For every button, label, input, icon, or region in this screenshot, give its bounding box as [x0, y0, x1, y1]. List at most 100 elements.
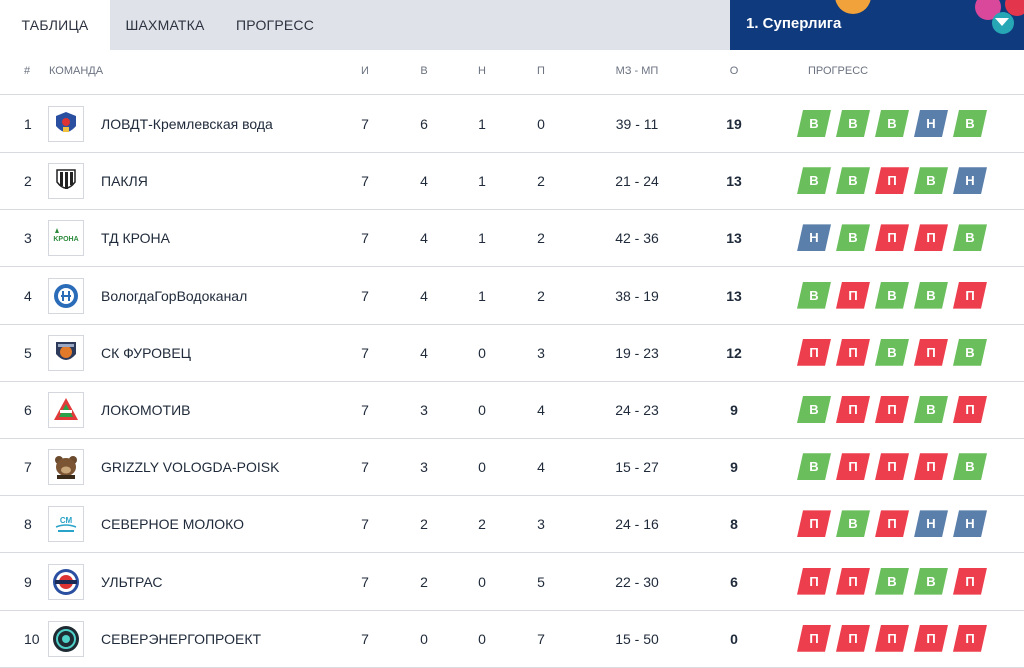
result-win-badge[interactable]: В: [836, 167, 870, 194]
row-team-name[interactable]: СК ФУРОВЕЦ: [101, 344, 192, 361]
row-team-name[interactable]: УЛЬТРАС: [101, 573, 163, 590]
result-win-badge[interactable]: В: [953, 339, 987, 366]
row-team-name[interactable]: ЛОКОМОТИВ: [101, 402, 191, 418]
row-team-name[interactable]: СЕВЕРНОЕ МОЛОКО: [101, 516, 245, 533]
tab-table[interactable]: ТАБЛИЦА: [0, 0, 110, 50]
result-loss-badge[interactable]: П: [914, 339, 948, 366]
table-row[interactable]: 8 7 2 2 3 24 - 16 8 СМ СЕВЕРНОЕ МОЛОКО П В П Н Н: [0, 496, 1024, 554]
result-loss-badge[interactable]: П: [875, 396, 909, 423]
row-rank: 7: [24, 459, 32, 476]
row-team-name[interactable]: ТД КРОНА: [101, 230, 170, 247]
table-row[interactable]: 5 7 4 0 3 19 - 23 12 СК ФУРОВЕЦ П П В П В: [0, 325, 1024, 382]
result-win-badge[interactable]: В: [953, 110, 987, 137]
row-played: 7: [361, 402, 369, 418]
row-points: 8: [730, 516, 738, 533]
result-win-badge[interactable]: В: [836, 224, 870, 251]
row-drawn: 1: [478, 173, 486, 190]
result-loss-badge[interactable]: П: [953, 625, 987, 652]
row-won: 0: [420, 630, 428, 647]
result-loss-badge[interactable]: П: [914, 224, 948, 251]
row-points: 13: [726, 287, 742, 304]
tab-progress[interactable]: ПРОГРЕСС: [235, 17, 315, 33]
result-win-badge[interactable]: В: [914, 568, 948, 595]
row-points: 6: [730, 573, 738, 590]
row-rank: 5: [24, 344, 32, 361]
row-won: 2: [420, 516, 428, 533]
row-rank: 10: [24, 630, 40, 647]
table-row[interactable]: 10 7 0 0 7 15 - 50 0 СЕВЕРЭНЕРГОПРОЕКТ П П П П П: [0, 611, 1024, 668]
result-win-badge[interactable]: В: [875, 110, 909, 137]
table-row[interactable]: 1 7 6 1 0 39 - 11 19 ЛОВДТ-Кремлевская вода В В В Н…: [0, 96, 1024, 153]
result-win-badge[interactable]: В: [797, 453, 831, 480]
result-loss-badge[interactable]: П: [914, 453, 948, 480]
row-lost: 0: [537, 116, 545, 132]
table-row[interactable]: 2 7 4 1 2 21 - 24 13 ПАКЛЯ В В П В Н: [0, 153, 1024, 211]
row-drawn: 0: [478, 344, 486, 361]
result-draw-badge[interactable]: Н: [953, 167, 987, 194]
row-team-name[interactable]: СЕВЕРЭНЕРГОПРОЕКТ: [101, 630, 262, 647]
row-drawn: 0: [478, 402, 486, 418]
result-loss-badge[interactable]: П: [836, 339, 870, 366]
result-loss-badge[interactable]: П: [953, 396, 987, 423]
tab-chess[interactable]: ШАХМАТКА: [125, 17, 205, 33]
result-loss-badge[interactable]: П: [953, 568, 987, 595]
row-drawn: 0: [478, 459, 486, 476]
table-row[interactable]: 3 7 4 1 2 42 - 36 13 KPOHA ТД КРОНА Н В П П В: [0, 210, 1024, 268]
row-played: 7: [361, 287, 369, 304]
result-win-badge[interactable]: В: [797, 167, 831, 194]
result-draw-badge[interactable]: Н: [797, 224, 831, 251]
result-loss-badge[interactable]: П: [875, 167, 909, 194]
result-loss-badge[interactable]: П: [914, 625, 948, 652]
result-win-badge[interactable]: В: [914, 167, 948, 194]
row-points: 9: [730, 402, 738, 418]
row-points: 12: [726, 344, 742, 361]
result-loss-badge[interactable]: П: [875, 510, 909, 537]
row-rank: 2: [24, 173, 32, 190]
table-row[interactable]: 6 7 3 0 4 24 - 23 9 ЛОКОМОТИВ В П П В П: [0, 382, 1024, 439]
row-rank: 9: [24, 573, 32, 590]
result-win-badge[interactable]: В: [797, 396, 831, 423]
row-team-name[interactable]: ПАКЛЯ: [101, 173, 148, 190]
result-win-badge[interactable]: В: [953, 453, 987, 480]
result-loss-badge[interactable]: П: [836, 568, 870, 595]
result-loss-badge[interactable]: П: [836, 625, 870, 652]
severnoe-moloko-logo-icon: СМ: [48, 506, 84, 543]
result-loss-badge[interactable]: П: [797, 510, 831, 537]
result-win-badge[interactable]: В: [797, 282, 831, 309]
table-row[interactable]: 4 7 4 1 2 38 - 19 13 ВологдаГорВодоканал В П В В П: [0, 268, 1024, 325]
result-loss-badge[interactable]: П: [836, 396, 870, 423]
result-draw-badge[interactable]: Н: [914, 110, 948, 137]
result-draw-badge[interactable]: Н: [914, 510, 948, 537]
result-win-badge[interactable]: В: [875, 339, 909, 366]
result-win-badge[interactable]: В: [836, 110, 870, 137]
result-draw-badge[interactable]: Н: [953, 510, 987, 537]
result-win-badge[interactable]: В: [836, 510, 870, 537]
table-row[interactable]: 9 7 2 0 5 22 - 30 6 УЛЬТРАС П П В В П: [0, 554, 1024, 611]
result-win-badge[interactable]: В: [914, 282, 948, 309]
result-loss-badge[interactable]: П: [797, 568, 831, 595]
row-team-name[interactable]: GRIZZLY VOLOGDA-POISK: [101, 459, 280, 476]
result-win-badge[interactable]: В: [875, 568, 909, 595]
result-win-badge[interactable]: В: [875, 282, 909, 309]
row-goals: 22 - 30: [615, 573, 659, 590]
result-win-badge[interactable]: В: [914, 396, 948, 423]
row-team-name[interactable]: ВологдаГорВодоканал: [101, 287, 248, 304]
result-win-badge[interactable]: В: [797, 110, 831, 137]
result-loss-badge[interactable]: П: [797, 625, 831, 652]
result-loss-badge[interactable]: П: [953, 282, 987, 309]
row-team-name[interactable]: ЛОВДТ-Кремлевская вода: [101, 116, 273, 132]
result-loss-badge[interactable]: П: [836, 453, 870, 480]
row-drawn: 0: [478, 573, 486, 590]
league-selector[interactable]: 1. Суперлига: [730, 0, 1024, 50]
row-points: 13: [726, 230, 742, 247]
row-rank: 1: [24, 116, 32, 132]
result-win-badge[interactable]: В: [953, 224, 987, 251]
result-loss-badge[interactable]: П: [875, 224, 909, 251]
table-row[interactable]: 7 7 3 0 4 15 - 27 9 GRIZZLY VOLOGDA-POISK В П П П В: [0, 439, 1024, 497]
row-lost: 2: [537, 287, 545, 304]
header-won: В: [420, 65, 428, 77]
result-loss-badge[interactable]: П: [836, 282, 870, 309]
result-loss-badge[interactable]: П: [875, 625, 909, 652]
result-loss-badge[interactable]: П: [875, 453, 909, 480]
result-loss-badge[interactable]: П: [797, 339, 831, 366]
